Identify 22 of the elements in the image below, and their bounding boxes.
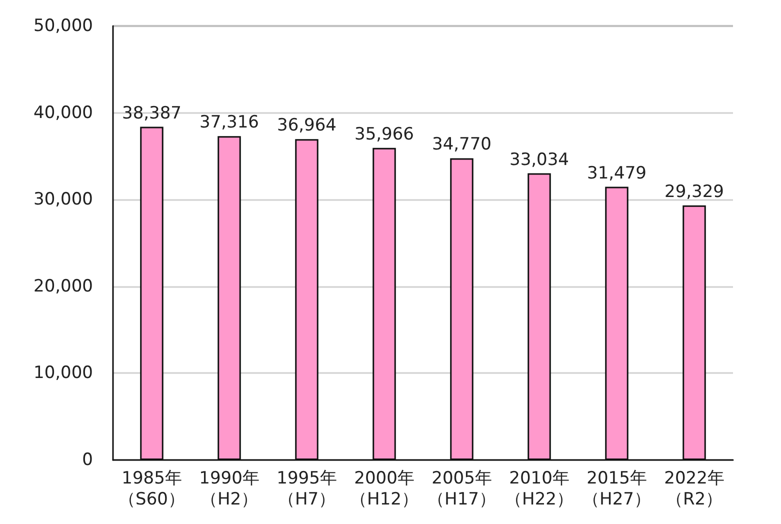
data-label: 38,387 — [122, 103, 182, 124]
y-tick-label: 10,000 — [34, 363, 93, 384]
data-label: 29,329 — [664, 182, 724, 202]
y-tick-label: 0 — [82, 450, 93, 470]
x-tick-label: 1990年（H2） — [199, 468, 260, 510]
x-tick-label: 2010年（H22） — [505, 468, 574, 510]
x-tick-label: 1995年（H7） — [276, 468, 337, 510]
y-tick-label: 50,000 — [34, 16, 93, 36]
x-tick-label: 2015年（H27） — [582, 468, 651, 510]
data-label: 31,479 — [587, 163, 646, 184]
y-tick-label: 20,000 — [34, 276, 93, 296]
x-tick-label: 2000年（H12） — [350, 468, 418, 510]
data-label: 36,964 — [277, 116, 336, 136]
x-tick-label: 2005年（H17） — [428, 468, 496, 510]
data-label: 33,034 — [510, 150, 569, 170]
data-label: 37,316 — [200, 112, 259, 133]
x-tick-label: 2022年（R2） — [664, 468, 724, 510]
x-tick-label: 1985年（S60） — [118, 468, 185, 510]
data-label: 35,966 — [354, 124, 414, 144]
y-tick-label: 40,000 — [34, 102, 93, 123]
y-tick-label: 30,000 — [34, 190, 93, 210]
data-label: 34,770 — [432, 134, 492, 155]
